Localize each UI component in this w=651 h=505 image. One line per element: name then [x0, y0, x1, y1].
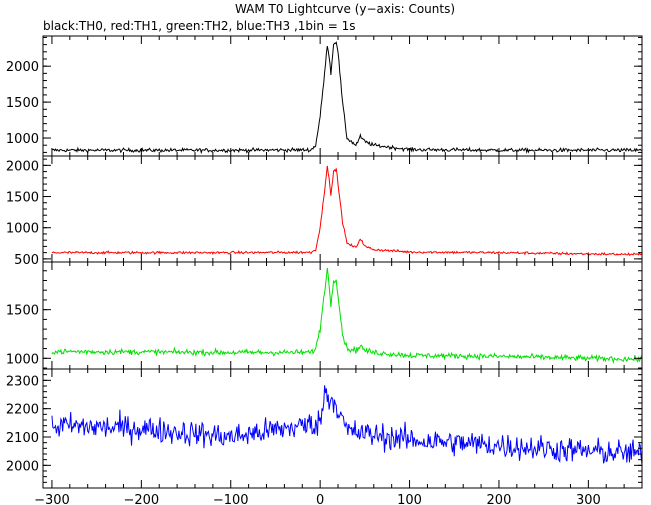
- y-tick-label: 2000: [6, 60, 39, 75]
- panel-frame: [42, 261, 643, 370]
- y-tick-label: 2000: [6, 459, 39, 474]
- series-line-th3: [51, 385, 642, 465]
- x-tick-label: 100: [397, 493, 422, 505]
- y-tick-label: 500: [14, 253, 39, 268]
- x-tick-label: −300: [34, 493, 70, 505]
- series-line-th2: [51, 267, 642, 365]
- panel-th2: 1000 1500: [6, 261, 643, 370]
- y-tick-label: 2300: [6, 374, 39, 389]
- panel-frame: [42, 368, 643, 489]
- panels: 1000150020005001000150020001000150020002…: [6, 35, 643, 489]
- y-tick-label: 1000: [6, 222, 39, 237]
- x-tick-label: −200: [123, 493, 159, 505]
- panel-th1: 500 1000 1500 2000: [6, 155, 643, 268]
- panel-frame: [42, 35, 643, 157]
- panel-frame: [42, 155, 643, 263]
- x-tick-label: 0: [316, 493, 324, 505]
- chart-subtitle: black:TH0, red:TH1, green:TH2, blue:TH3 …: [43, 19, 356, 33]
- y-tick-label: 2200: [6, 403, 39, 418]
- y-tick-label: 1500: [6, 191, 39, 206]
- x-tick-label: 200: [487, 493, 512, 505]
- y-tick-label: 1500: [6, 304, 39, 319]
- chart-title: WAM T0 Lightcurve (y−axis: Counts): [235, 2, 455, 16]
- x-axis: −300 −200 −100 0 100 200 300: [34, 493, 601, 505]
- y-tick-label: 1000: [6, 132, 39, 147]
- panel-th0: 1000 1500 2000: [6, 35, 643, 157]
- series-line-th0: [51, 41, 642, 155]
- y-tick-label: 2100: [6, 431, 39, 446]
- y-tick-label: 1500: [6, 96, 39, 111]
- y-tick-label: 2000: [6, 159, 39, 174]
- x-tick-label: 300: [576, 493, 601, 505]
- y-tick-label: 1000: [6, 352, 39, 367]
- series-line-th1: [51, 165, 642, 256]
- x-tick-label: −100: [213, 493, 249, 505]
- panel-th3: 2000 2100 2200 2300: [6, 368, 643, 489]
